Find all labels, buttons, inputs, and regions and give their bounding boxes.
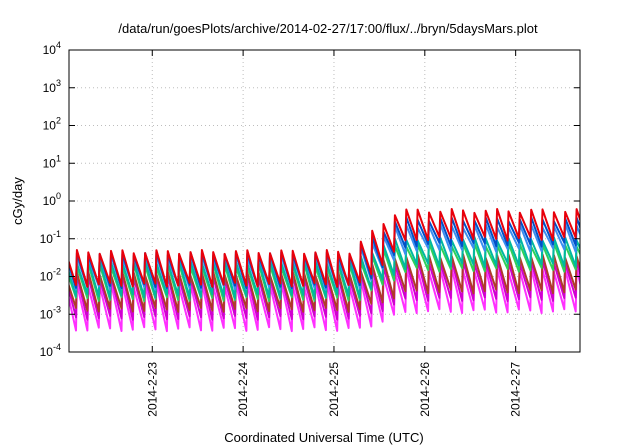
y-tick-label: 101 [43, 153, 61, 170]
y-tick-label: 10-2 [40, 267, 61, 284]
x-axis-title: Coordinated Universal Time (UTC) [224, 430, 423, 445]
chart-title: /data/run/goesPlots/archive/2014-02-27/1… [118, 21, 538, 36]
y-tick-label: 104 [43, 40, 61, 57]
y-axis-title: cGy/day [10, 177, 25, 225]
series-lines [69, 208, 580, 333]
x-tick-label: 2014-2-24 [236, 362, 250, 417]
y-tick-label: 10-4 [40, 342, 61, 359]
y-tick-label: 103 [43, 78, 61, 95]
x-tick-label: 2014-2-25 [327, 362, 341, 417]
y-axis: 10-4 10-3 10-2 10-1 100 101 102 103 104 [40, 40, 580, 359]
x-tick-label: 2014-2-26 [418, 362, 432, 417]
y-tick-label: 102 [43, 116, 61, 133]
y-tick-label: 10-1 [40, 229, 61, 246]
y-tick-label: 100 [43, 191, 61, 208]
x-tick-label: 2014-2-23 [145, 362, 159, 417]
x-tick-label: 2014-2-27 [509, 362, 523, 417]
x-axis: 2014-2-23 2014-2-24 2014-2-25 2014-2-26 2014… [145, 50, 523, 417]
series-line [69, 208, 580, 288]
y-tick-label: 10-3 [40, 304, 61, 321]
